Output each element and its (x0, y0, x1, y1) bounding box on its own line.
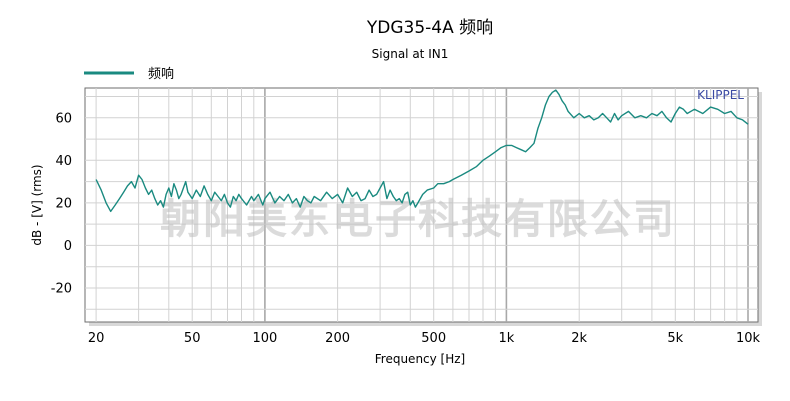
series-group (95, 89, 749, 213)
x-tick-label: 1k (498, 331, 514, 346)
y-tick-label: 40 (55, 154, 72, 169)
x-axis-ticks: 20 50 100 200 500 1k 2k 5k 10k (88, 331, 761, 346)
x-tick-label: 2k (571, 331, 587, 346)
x-tick-label: 200 (325, 331, 350, 346)
x-tick-label: 500 (421, 331, 446, 346)
x-tick-label: 50 (184, 331, 201, 346)
plot-area (84, 87, 759, 323)
y-tick-label: 0 (64, 239, 72, 254)
y-tick-label: 60 (55, 111, 72, 126)
y-tick-label: -20 (51, 282, 72, 297)
x-tick-label: 100 (252, 331, 277, 346)
chart-title: YDG35-4A 频响 (366, 18, 493, 38)
y-tick-label: 20 (55, 196, 72, 211)
x-tick-label: 5k (667, 331, 683, 346)
chart-subtitle: Signal at IN1 (372, 47, 449, 61)
chart-legend: 频响 (84, 66, 174, 82)
y-axis-ticks: 60 40 20 0 -20 (51, 111, 72, 296)
grid-lines (85, 88, 758, 322)
series-line (95, 89, 749, 213)
x-tick-label: 10k (736, 331, 761, 346)
x-tick-label: 20 (88, 331, 105, 346)
y-axis-label: dB - [V] (rms) (30, 164, 44, 245)
klippel-brand-label: KLIPPEL (697, 88, 744, 102)
legend-series-label: 频响 (148, 66, 174, 82)
x-axis-label: Frequency [Hz] (375, 352, 466, 366)
